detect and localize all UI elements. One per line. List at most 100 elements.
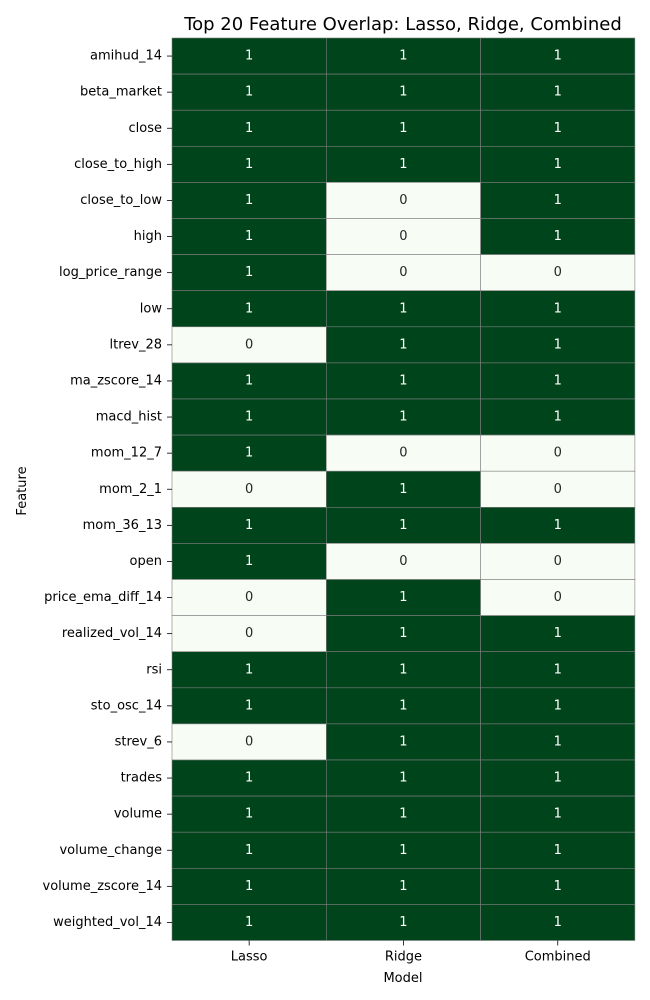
y-tick-high: high bbox=[134, 229, 162, 244]
cell-value-label: 1 bbox=[554, 301, 562, 316]
cell-value-label: 1 bbox=[245, 49, 253, 64]
y-tick-log-price-range: log_price_range bbox=[59, 265, 162, 280]
cell-value-label: 1 bbox=[554, 771, 562, 786]
x-tick-combined: Combined bbox=[525, 950, 591, 965]
heatmap-cell-close-to-low-combined bbox=[480, 182, 636, 219]
heatmap-cell-price-ema-diff-14-lasso bbox=[171, 579, 327, 616]
heatmap-cell-mom-2-1-ridge bbox=[325, 470, 481, 508]
heatmap-cell-mom-2-1-combined bbox=[480, 470, 636, 508]
heatmap-cell-sto-osc-14-ridge bbox=[325, 687, 481, 725]
y-tick-weighted-vol-14: weighted_vol_14 bbox=[53, 915, 162, 930]
y-tick-volume-change: volume_change bbox=[59, 843, 162, 858]
heatmap-cell-beta-market-lasso bbox=[171, 73, 327, 111]
heatmap-cell-weighted-vol-14-ridge bbox=[325, 904, 481, 941]
cell-value-label: 1 bbox=[399, 771, 407, 786]
heatmap-cell-trades-lasso bbox=[171, 759, 327, 797]
cell-value-label: 1 bbox=[399, 301, 407, 316]
cell-value-label: 1 bbox=[245, 265, 253, 280]
cell-value-label: 1 bbox=[399, 879, 407, 894]
x-tick-labels: Lasso Ridge Combined bbox=[231, 940, 591, 965]
heatmap-cell-volume-change-ridge bbox=[325, 831, 481, 869]
cell-value-label: 1 bbox=[554, 49, 562, 64]
y-tick-close: close bbox=[129, 121, 162, 136]
x-axis-label: Model bbox=[383, 971, 422, 986]
cell-value-label: 1 bbox=[399, 157, 407, 172]
heatmap-cell-rsi-combined bbox=[480, 651, 636, 689]
cell-value-label: 0 bbox=[399, 554, 407, 569]
cell-value-label: 1 bbox=[554, 662, 562, 677]
cell-value-label: 1 bbox=[399, 337, 407, 352]
cell-value-label: 1 bbox=[399, 807, 407, 822]
cell-value-label: 1 bbox=[554, 518, 562, 533]
heatmap-cell-mom-2-1-lasso bbox=[171, 470, 327, 508]
cell-value-label: 0 bbox=[245, 337, 253, 352]
heatmap-cell-close-to-low-lasso bbox=[171, 182, 327, 219]
y-tick-strev-6: strev_6 bbox=[115, 734, 162, 749]
x-tick-ridge: Ridge bbox=[385, 950, 422, 965]
heatmap-cell-mom-12-7-ridge bbox=[325, 434, 481, 472]
heatmap-cell-volume-change-combined bbox=[480, 831, 636, 869]
cell-value-label: 1 bbox=[245, 85, 253, 100]
heatmap-cell-volume-change-lasso bbox=[171, 831, 327, 869]
heatmap-cell-realized-vol-14-lasso bbox=[171, 615, 327, 652]
cell-value-label: 0 bbox=[399, 193, 407, 208]
heatmap-cell-ltrev-28-combined bbox=[480, 326, 636, 364]
cell-value-label: 1 bbox=[245, 229, 253, 244]
cell-value-label: 1 bbox=[399, 590, 407, 605]
heatmap-cell-ltrev-28-lasso bbox=[171, 326, 327, 364]
cell-value-label: 1 bbox=[245, 807, 253, 822]
y-tick-trades: trades bbox=[121, 771, 163, 786]
y-tick-realized-vol-14: realized_vol_14 bbox=[62, 626, 162, 641]
chart-title: Top 20 Feature Overlap: Lasso, Ridge, Co… bbox=[183, 14, 622, 35]
cell-value-label: 1 bbox=[554, 698, 562, 713]
y-tick-close-to-high: close_to_high bbox=[74, 157, 162, 172]
cell-value-label: 1 bbox=[245, 915, 253, 930]
cell-value-label: 1 bbox=[554, 337, 562, 352]
cell-value-label: 1 bbox=[554, 121, 562, 136]
cell-value-label: 1 bbox=[399, 482, 407, 497]
cell-value-label: 1 bbox=[245, 843, 253, 858]
heatmap-cell-amihud-14-ridge bbox=[325, 37, 481, 75]
heatmap-cell-mom-12-7-combined bbox=[480, 434, 636, 472]
heatmap-cell-beta-market-ridge bbox=[325, 73, 481, 111]
y-tick-low: low bbox=[140, 301, 163, 316]
cell-value-label: 1 bbox=[399, 373, 407, 388]
cell-value-label: 1 bbox=[245, 193, 253, 208]
y-tick-ltrev-28: ltrev_28 bbox=[109, 337, 162, 352]
heatmap-cell-ma-zscore-14-ridge bbox=[325, 362, 481, 400]
cell-value-label: 1 bbox=[399, 698, 407, 713]
cell-value-label: 0 bbox=[554, 482, 562, 497]
cell-value-label: 1 bbox=[399, 915, 407, 930]
cell-value-label: 1 bbox=[245, 373, 253, 388]
heatmap-cell-rsi-ridge bbox=[325, 651, 481, 689]
heatmap-cell-high-ridge bbox=[325, 218, 481, 255]
cell-value-label: 1 bbox=[554, 807, 562, 822]
heatmap-cell-open-combined bbox=[480, 543, 636, 580]
cell-value-label: 0 bbox=[245, 590, 253, 605]
heatmap-cell-low-ridge bbox=[325, 290, 481, 328]
cell-value-label: 0 bbox=[245, 626, 253, 641]
cell-value-label: 1 bbox=[554, 734, 562, 749]
heatmap-cell-close-to-high-combined bbox=[480, 146, 636, 183]
heatmap-cell-ma-zscore-14-lasso bbox=[171, 362, 327, 400]
heatmap-cell-volume-zscore-14-combined bbox=[480, 867, 636, 905]
cell-value-label: 1 bbox=[399, 518, 407, 533]
heatmap-cell-strev-6-ridge bbox=[325, 723, 481, 761]
y-tick-open: open bbox=[130, 554, 162, 569]
y-tick-ma-zscore-14: ma_zscore_14 bbox=[70, 373, 162, 388]
y-tick-macd-hist: macd_hist bbox=[96, 410, 162, 425]
y-tick-volume: volume bbox=[114, 807, 162, 822]
y-tick-close-to-low: close_to_low bbox=[80, 193, 162, 208]
cell-value-label: 1 bbox=[554, 373, 562, 388]
heatmap-cell-amihud-14-combined bbox=[480, 37, 636, 75]
heatmap-cell-price-ema-diff-14-combined bbox=[480, 579, 636, 616]
cell-value-label: 0 bbox=[554, 554, 562, 569]
heatmap-cell-beta-market-combined bbox=[480, 73, 636, 111]
cell-value-label: 1 bbox=[399, 626, 407, 641]
y-tick-mom-12-7: mom_12_7 bbox=[91, 446, 162, 461]
heatmap-cells: 1 1 1 1 1 1 1 1 1 1 1 1 1 0 1 1 0 1 1 0 0 1 1 1 0 1 1 1 1 1 1 1 1 1 0 0 0 1 0 1… bbox=[171, 37, 636, 941]
heatmap-cell-ma-zscore-14-combined bbox=[480, 362, 636, 400]
cell-value-label: 1 bbox=[245, 301, 253, 316]
heatmap-cell-close-to-low-ridge bbox=[325, 182, 481, 219]
